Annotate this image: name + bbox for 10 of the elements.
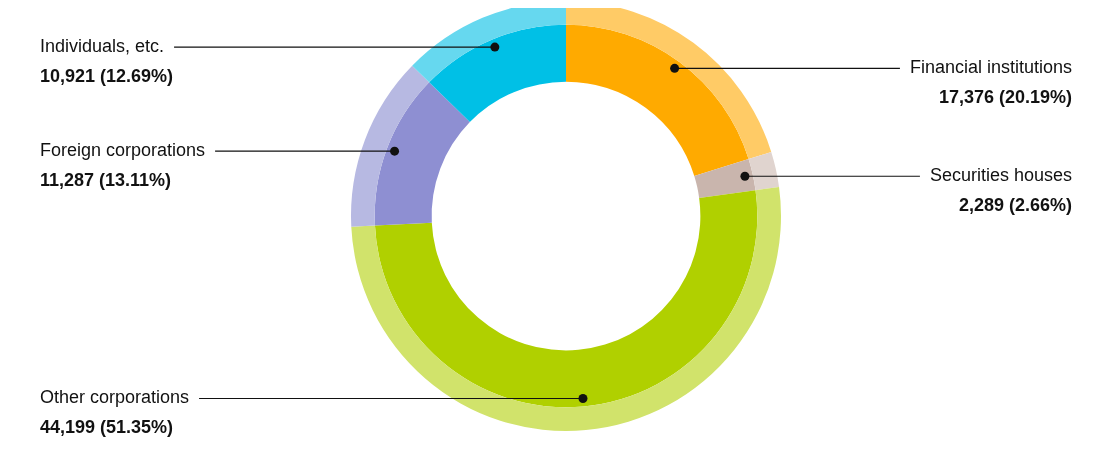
- slice-label: Individuals, etc.: [40, 36, 165, 57]
- text: 2,289 (2.66%): [958, 195, 1072, 216]
- text: 10,921 (12.69%): [40, 66, 174, 87]
- slice-label: Securities houses: [929, 165, 1072, 186]
- slice-label: Other corporations: [40, 387, 190, 408]
- text: 17,376 (20.19%): [938, 87, 1072, 108]
- slice-label: Foreign corporations: [40, 140, 206, 161]
- slice-label: Financial institutions: [909, 57, 1072, 78]
- text: 11,287 (13.11%): [40, 170, 172, 191]
- text: 44,199 (51.35%): [40, 417, 174, 438]
